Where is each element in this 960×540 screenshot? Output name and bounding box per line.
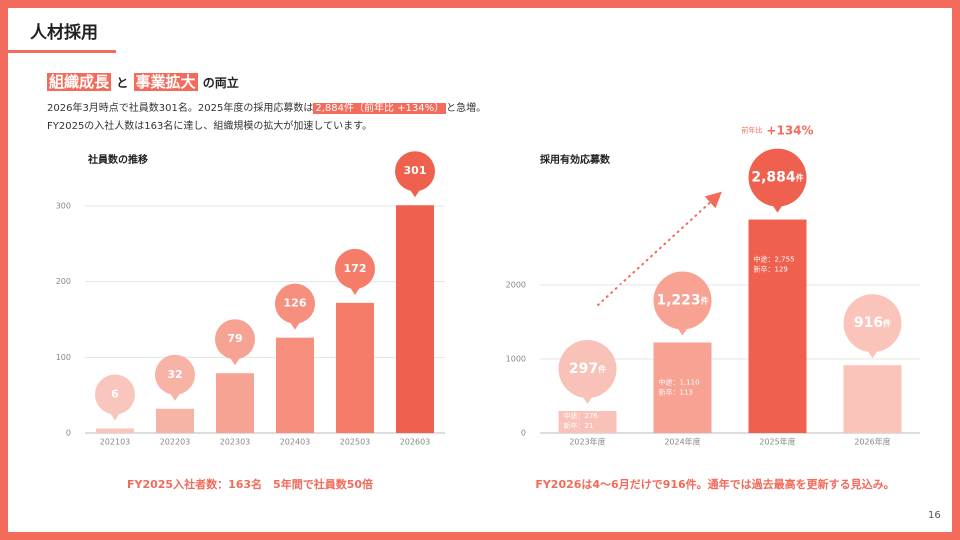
bar: [748, 219, 807, 433]
bar: [216, 373, 254, 433]
bar: [396, 205, 434, 433]
growth-label: 前年比: [741, 126, 762, 135]
bar-breakdown: 中途：1,110: [659, 377, 700, 386]
body-text: と急増。: [446, 103, 487, 114]
chart-caption: FY2026は4〜6月だけで916件。通年では過去最高を更新する見込み。: [535, 477, 894, 491]
callout-bubble: [95, 374, 135, 415]
data-label: 32: [167, 368, 182, 381]
callout-bubble: [215, 319, 255, 360]
data-label-value: 6: [111, 387, 119, 400]
data-label: 126: [284, 297, 307, 310]
chart-caption: FY2025入社者数：163名 5年間で社員数50倍: [127, 477, 373, 491]
x-tick-label: 2024年度: [664, 437, 700, 447]
callout-bubble: [653, 271, 712, 330]
data-label-value: 301: [404, 164, 427, 177]
y-tick-label: 1000: [506, 355, 526, 364]
data-label-unit: 件: [701, 295, 709, 305]
data-label-value: 916: [854, 315, 883, 331]
trend-arrow: [597, 191, 722, 306]
data-label-value: 79: [227, 332, 242, 345]
callout-bubble: [275, 283, 315, 324]
page-number: 16: [928, 510, 941, 521]
chart-title: 採用有効応募数: [540, 153, 611, 166]
body-highlight: 2,884件（前年比 +134%）: [313, 103, 447, 114]
bar: [653, 342, 712, 433]
x-tick-label: 202303: [220, 438, 251, 447]
heading-text: と: [116, 76, 129, 90]
bar-breakdown: 新卒：21: [564, 421, 594, 430]
callout-bubble: [558, 340, 617, 399]
data-label: 172: [344, 262, 367, 275]
y-tick-label: 2000: [506, 281, 526, 290]
callout-bubble: [395, 151, 435, 192]
title-underline: [0, 50, 116, 53]
data-label: 916件: [854, 315, 891, 331]
data-label-value: 1,223: [656, 292, 700, 308]
bar: [96, 428, 134, 433]
callout-bubble: [748, 148, 807, 207]
bar: [156, 408, 194, 433]
callout-bubble: [155, 354, 195, 395]
y-tick-label: 0: [66, 429, 71, 438]
data-label-value: 297: [569, 361, 598, 377]
data-label-value: 172: [344, 262, 367, 275]
growth-value: +134%: [766, 123, 813, 137]
x-tick-label: 202503: [340, 438, 371, 447]
x-tick-label: 2026年度: [854, 437, 890, 447]
bar-breakdown: 新卒：129: [754, 265, 788, 274]
heading: 組織成長 と 事業拡大 の両立: [47, 71, 239, 92]
growth-annotation: 前年比 +134%: [741, 123, 813, 137]
x-tick-label: 202603: [400, 438, 431, 447]
callout-bubble: [843, 294, 902, 353]
y-tick-label: 0: [521, 429, 526, 438]
chart-title: 社員数の推移: [87, 153, 148, 166]
heading-text: の両立: [202, 76, 239, 90]
data-label-unit: 件: [883, 318, 891, 328]
body-line: FY2025の入社人数は163名に達し、組織規模の拡大が加速しています。: [47, 121, 373, 132]
y-tick-label: 100: [56, 353, 71, 362]
body-text: 2026年3月時点で社員数301名。2025年度の採用応募数は: [47, 103, 314, 114]
data-label: 297件: [569, 361, 606, 377]
bar: [336, 302, 374, 433]
x-tick-label: 2025年度: [759, 437, 795, 447]
data-label: 301: [404, 164, 427, 177]
y-tick-label: 300: [56, 202, 71, 211]
callout-bubble: [335, 248, 375, 289]
data-label: 6: [111, 387, 119, 400]
body-line: 2026年3月時点で社員数301名。2025年度の採用応募数は 2,884件（前年…: [47, 99, 486, 114]
bar: [276, 337, 314, 433]
x-tick-label: 2023年度: [569, 437, 605, 447]
y-tick-label: 200: [56, 277, 71, 286]
x-tick-label: 202203: [160, 438, 191, 447]
x-tick-label: 202403: [280, 438, 311, 447]
data-label: 1,223件: [656, 292, 708, 308]
data-label-value: 2,884: [751, 170, 796, 186]
data-label: 79: [227, 332, 242, 345]
data-label: 2,884件: [751, 170, 803, 186]
heading-highlight: 事業拡大: [133, 73, 198, 91]
data-label-unit: 件: [796, 172, 804, 182]
bar: [558, 411, 617, 433]
bar-breakdown: 中途：2,755: [754, 255, 795, 264]
x-tick-label: 202103: [100, 438, 131, 447]
data-label-value: 126: [284, 297, 307, 310]
slide-title: 人材採用: [30, 23, 98, 43]
bar-breakdown: 中途：276: [564, 411, 599, 420]
bar-breakdown: 新卒：113: [659, 387, 693, 396]
bar: [843, 365, 902, 433]
data-label-unit: 件: [598, 364, 606, 374]
data-label-value: 32: [167, 368, 182, 381]
heading-highlight: 組織成長: [47, 73, 112, 91]
